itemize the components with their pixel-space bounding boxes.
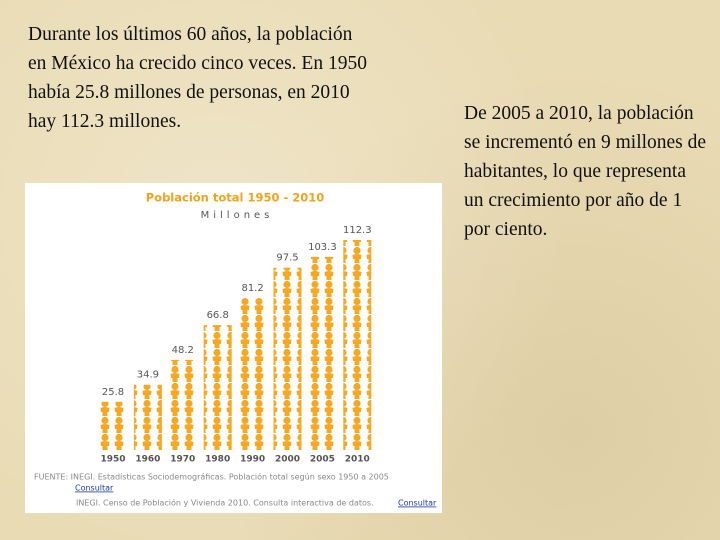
value-label: 48.2 xyxy=(172,345,194,356)
x-tick-label: 1980 xyxy=(205,455,230,465)
chart-subtitle: Millones xyxy=(201,210,274,221)
pictogram-column xyxy=(343,240,372,450)
pictogram-column xyxy=(203,325,232,450)
value-label: 112.3 xyxy=(343,225,372,236)
x-tick-label: 1970 xyxy=(170,455,195,465)
x-tick-label: 2010 xyxy=(345,455,370,465)
x-tick-label: 2000 xyxy=(275,455,300,465)
x-tick-label: 1990 xyxy=(240,455,265,465)
value-label: 34.9 xyxy=(137,370,159,381)
chart-title: Población total 1950 - 2010 xyxy=(146,191,325,205)
source-text: FUENTE: INEGI. Estadísticas Sociodemográ… xyxy=(34,472,389,482)
left-text: Durante los últimos 60 años, la població… xyxy=(28,24,367,132)
chart-panel xyxy=(25,183,442,513)
source-text: INEGI. Censo de Población y Vivienda 201… xyxy=(76,498,374,508)
source-link[interactable]: Consultar xyxy=(75,484,114,493)
pictogram-column xyxy=(308,256,337,450)
source-link[interactable]: Consultar xyxy=(398,499,437,508)
pictogram-column xyxy=(99,401,127,450)
value-label: 25.8 xyxy=(102,387,124,398)
x-tick-label: 1950 xyxy=(100,455,125,465)
x-tick-label: 2005 xyxy=(310,455,335,465)
value-label: 81.2 xyxy=(241,283,263,294)
pictogram-column xyxy=(133,384,162,450)
pictogram-column xyxy=(273,267,302,450)
right-text: De 2005 a 2010, la población se incremen… xyxy=(464,103,707,240)
value-label: 97.5 xyxy=(276,253,298,264)
pictogram-column xyxy=(238,298,267,450)
value-label: 66.8 xyxy=(207,310,229,321)
x-tick-label: 1960 xyxy=(135,455,160,465)
pictogram-column xyxy=(168,359,197,450)
value-label: 103.3 xyxy=(308,242,337,253)
